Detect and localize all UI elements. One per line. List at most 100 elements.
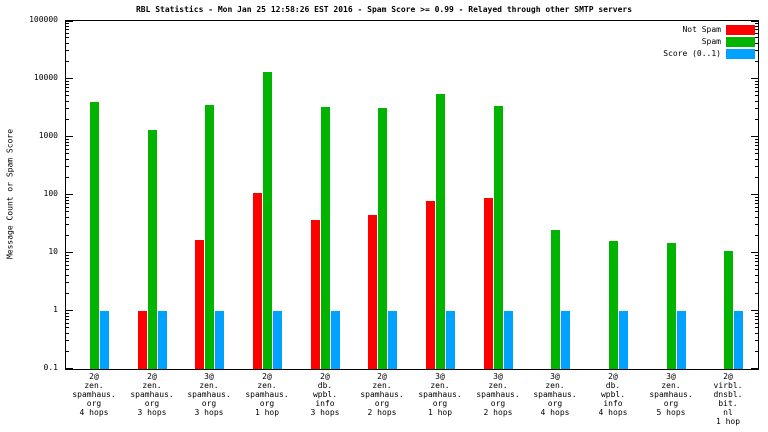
y-minor-tick [755,43,758,45]
y-minor-tick [66,199,69,201]
y-major-tick [66,21,73,22]
x-category-line: 3 hops [137,408,167,417]
y-minor-tick [66,224,69,226]
y-minor-tick [66,206,69,208]
y-major-tick [66,78,73,79]
bar-not-spam [138,311,147,369]
bar-spam [321,107,330,369]
x-category-line: 3 hops [310,408,340,417]
x-category-line: zen. [84,381,104,390]
y-minor-tick [66,264,69,266]
y-minor-tick [755,340,758,342]
x-category-line: org [547,399,563,408]
y-minor-tick [755,25,758,27]
bar-spam [667,243,676,369]
x-category-line: 4 hops [540,408,570,417]
y-minor-tick [66,25,69,27]
y-tick-label: 100 [43,189,58,198]
bar-not-spam [426,201,435,369]
bar-not-spam [368,215,377,369]
x-category-line: zen. [661,381,681,390]
x-category-line: 2@ [377,372,387,381]
x-category-line: org [374,399,390,408]
y-minor-tick [66,37,69,39]
y-minor-tick [755,315,758,317]
y-minor-tick [755,166,758,168]
x-category-line: 1 hop [715,417,741,426]
x-category-line: 3@ [493,372,503,381]
x-category-line: 2@ [723,372,733,381]
x-category-line: org [86,399,102,408]
x-category-line: org [432,399,448,408]
legend-row: Not Spam [663,25,755,35]
bar-score-0-1 [619,311,628,369]
y-minor-tick [66,282,69,284]
y-tick-label: 1000 [38,131,58,140]
x-category-line: virbl. [713,381,743,390]
x-category-line: spamhaus. [360,390,404,399]
x-category-line: 2@ [147,372,157,381]
x-category-line: wpbl. [312,390,338,399]
y-minor-tick [66,28,69,30]
bar-not-spam [484,198,493,369]
y-minor-tick [755,234,758,236]
y-major-tick [66,252,73,253]
y-minor-tick [66,275,69,277]
x-category-line: 3@ [550,372,560,381]
x-category-line: nl [723,408,733,417]
y-minor-tick [755,327,758,329]
bar-score-0-1 [561,311,570,369]
x-category-line: 3 hops [194,408,224,417]
y-minor-tick [66,196,69,198]
x-category-line: 2@ [320,372,330,381]
y-minor-tick [66,166,69,168]
x-category-line: bit. [718,399,738,408]
bar-spam [724,251,733,369]
bar-not-spam [195,240,204,369]
x-category-label: 2@ zen. spamhaus. org 4 hops [64,372,124,417]
y-minor-tick [66,101,69,103]
x-category-label: 2@ zen. spamhaus. org 3 hops [122,372,182,417]
y-major-tick [66,136,73,137]
y-major-tick [751,252,758,253]
y-minor-tick [755,159,758,161]
bar-spam [378,108,387,369]
y-minor-tick [755,318,758,320]
y-minor-tick [66,318,69,320]
y-minor-tick [755,292,758,294]
y-minor-tick [755,101,758,103]
y-minor-tick [66,153,69,155]
y-minor-tick [755,108,758,110]
x-category-line: zen. [488,381,508,390]
y-minor-tick [755,28,758,30]
x-category-label: 2@ virbl. dnsbl. bit. nl 1 hop [698,372,758,426]
plot-area [65,20,759,370]
x-category-line: 2@ [262,372,272,381]
x-category-line: org [201,399,217,408]
x-category-label: 3@ zen. spamhaus. org 2 hops [468,372,528,417]
bar-score-0-1 [331,311,340,369]
y-minor-tick [66,333,69,335]
x-category-label: 2@ zen. spamhaus. org 2 hops [352,372,412,417]
y-minor-tick [66,43,69,45]
bar-score-0-1 [388,311,397,369]
x-category-line: 4 hops [598,408,628,417]
x-category-line: zen. [545,381,565,390]
y-minor-tick [755,37,758,39]
x-category-line: spamhaus. [130,390,174,399]
y-minor-tick [66,340,69,342]
x-category-line: zen. [257,381,277,390]
bar-score-0-1 [273,311,282,369]
y-tick-label: 100000 [29,15,58,24]
y-minor-tick [66,254,69,256]
y-minor-tick [755,264,758,266]
y-major-tick [66,310,73,311]
y-minor-tick [66,60,69,62]
y-minor-tick [755,95,758,97]
y-minor-tick [66,159,69,161]
y-minor-tick [755,153,758,155]
bar-score-0-1 [100,311,109,369]
x-category-label: 3@ zen. spamhaus. org 3 hops [179,372,239,417]
x-category-label: 2@ db. wpbl. info 3 hops [295,372,355,417]
